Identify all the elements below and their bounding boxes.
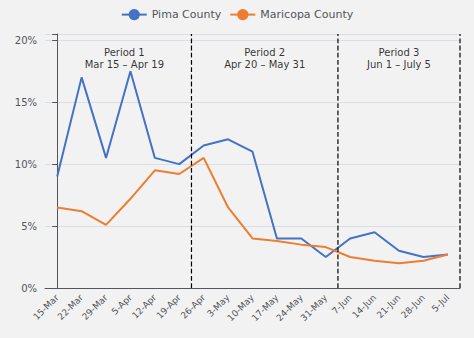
svg-text:Apr 20 – May 31: Apr 20 – May 31 [224,59,305,70]
svg-text:Period 3: Period 3 [379,47,420,58]
svg-text:14-Jun: 14-Jun [350,292,378,320]
svg-text:5%: 5% [21,221,37,232]
svg-text:22-Mar: 22-Mar [56,292,86,322]
svg-text:10-May: 10-May [225,292,256,323]
svg-text:24-May: 24-May [274,292,305,323]
svg-text:Mar 15 – Apr 19: Mar 15 – Apr 19 [85,59,164,70]
svg-text:3-May: 3-May [205,292,232,319]
svg-text:26-Apr: 26-Apr [179,292,208,321]
svg-text:5-Apr: 5-Apr [109,292,134,317]
svg-text:7-Jun: 7-Jun [330,292,354,317]
svg-text:31-May: 31-May [299,292,330,323]
svg-text:19-Apr: 19-Apr [154,292,183,321]
svg-text:20%: 20% [15,35,37,46]
svg-text:Jun 1 – July 5: Jun 1 – July 5 [366,59,431,70]
svg-text:Period 2: Period 2 [244,47,285,58]
svg-text:21-Jun: 21-Jun [375,292,403,320]
svg-text:Maricopa County: Maricopa County [260,8,353,21]
svg-text:12-Apr: 12-Apr [130,292,159,321]
svg-text:10%: 10% [15,159,37,170]
svg-text:Pima County: Pima County [152,8,222,21]
svg-text:29-Mar: 29-Mar [80,292,110,322]
svg-text:28-Jun: 28-Jun [399,292,427,320]
svg-text:5-Jul: 5-Jul [430,292,451,313]
svg-text:15%: 15% [15,97,37,108]
svg-text:15-Mar: 15-Mar [31,292,61,322]
svg-text:0%: 0% [21,283,37,294]
svg-text:17-May: 17-May [249,292,281,323]
svg-text:Period 1: Period 1 [104,47,145,58]
